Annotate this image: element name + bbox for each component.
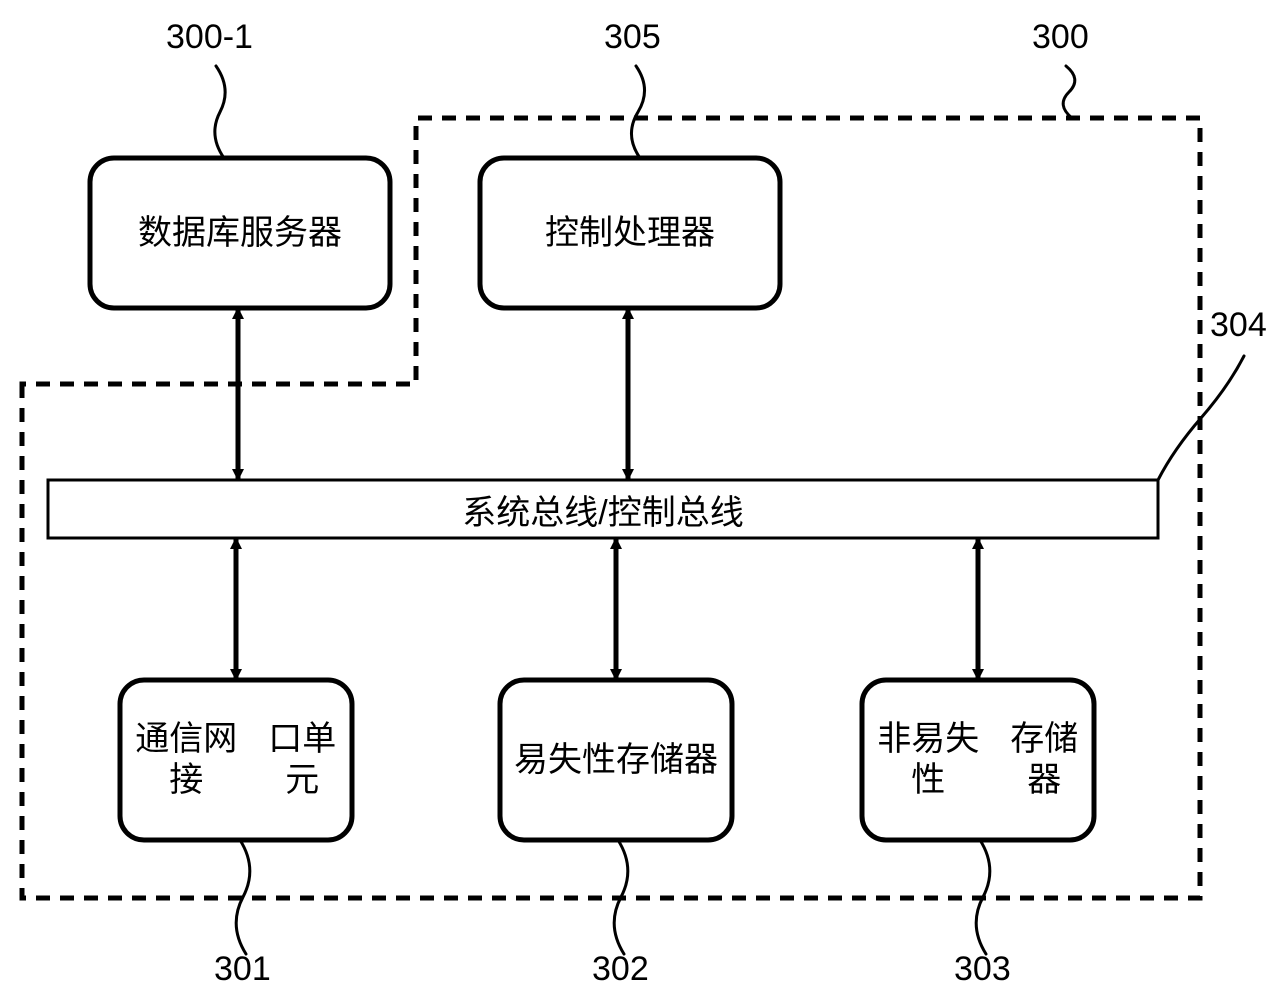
leader-305	[631, 66, 644, 158]
ref-label-305: 305	[604, 18, 661, 57]
node-label-volatile: 易失性存储器	[500, 680, 732, 840]
ref-label-304: 304	[1210, 306, 1267, 345]
ref-label-302: 302	[592, 950, 649, 989]
node-label-comm_if: 通信网接口单元	[120, 680, 352, 840]
leader-300-1	[215, 66, 225, 158]
diagram-stage: 系统总线/控制总线 数据库服务器控制处理器通信网接口单元易失性存储器非易失性存储器…	[0, 0, 1280, 1008]
bus-label: 系统总线/控制总线	[48, 480, 1158, 538]
node-label-ctrl_proc: 控制处理器	[480, 158, 780, 308]
ref-label-300-1: 300-1	[166, 18, 253, 57]
ref-label-303: 303	[954, 950, 1011, 989]
node-label-db_server: 数据库服务器	[90, 158, 390, 308]
node-label-nonvolatile: 非易失性存储器	[862, 680, 1094, 840]
ref-label-300: 300	[1032, 18, 1089, 57]
leader-300	[1063, 66, 1075, 118]
ref-label-301: 301	[214, 950, 271, 989]
